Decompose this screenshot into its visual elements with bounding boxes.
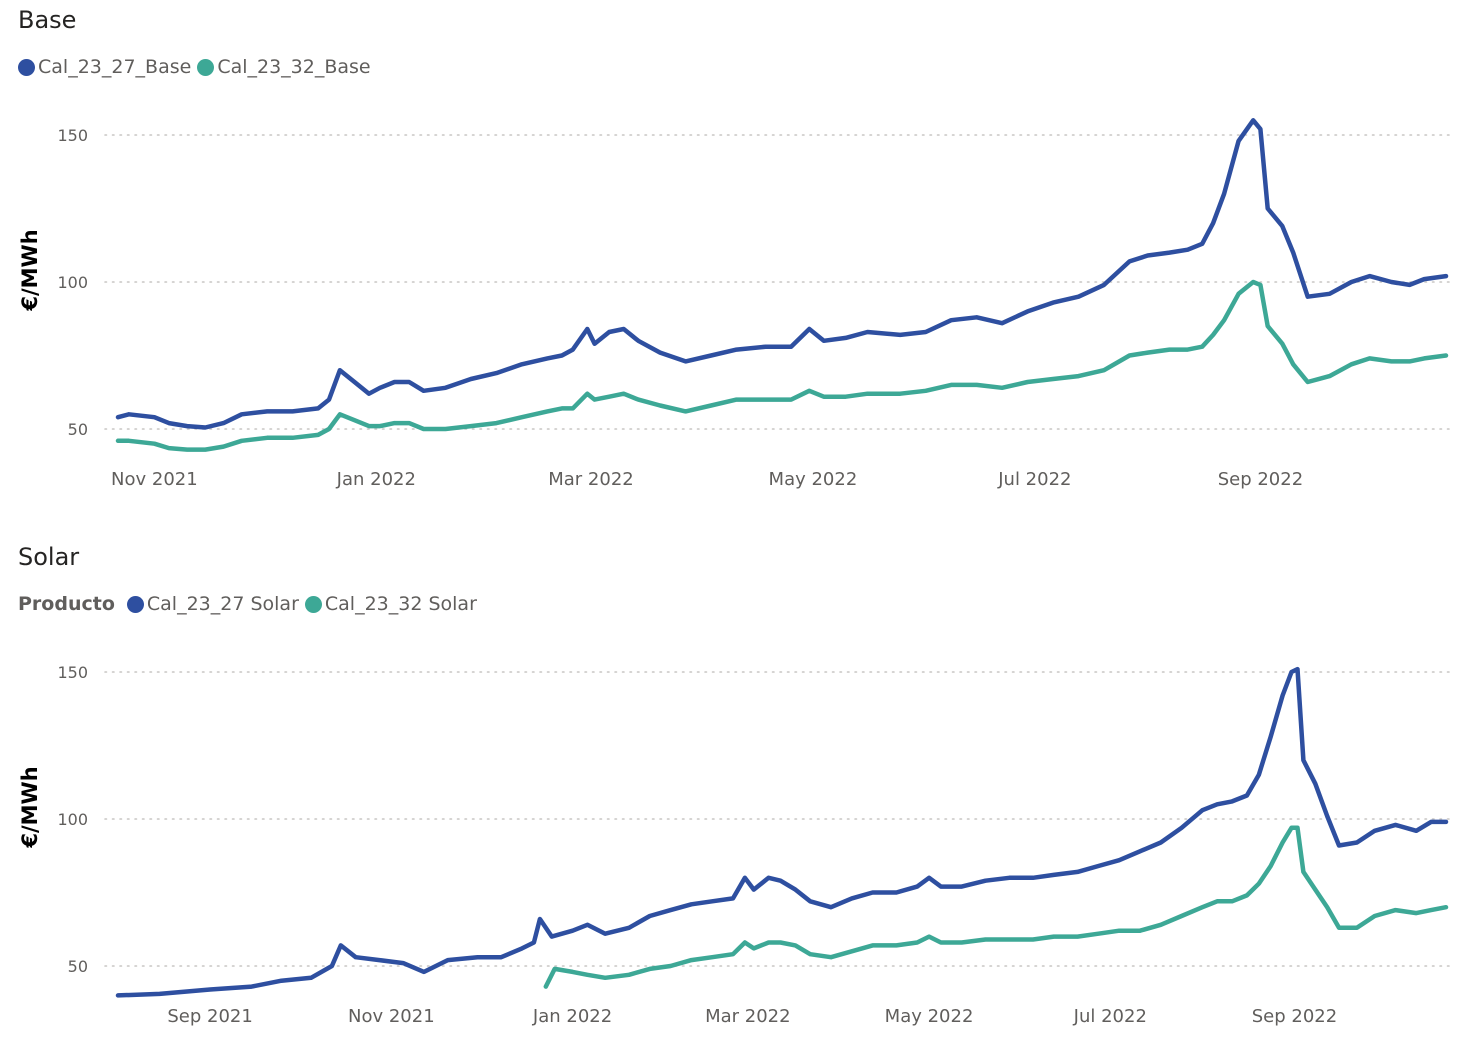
legend: Cal_23_27_Base Cal_23_32_Base bbox=[18, 56, 377, 78]
plot-area[interactable]: 50 100 150 Sep 2021 Nov 2021 Jan 2022 Mar 2022… bbox=[0, 537, 1481, 1049]
legend-item-series-1[interactable]: Cal_23_27_Base bbox=[18, 56, 191, 78]
legend-title: Producto bbox=[18, 593, 115, 615]
series-line-2[interactable] bbox=[115, 279, 1449, 452]
y-tick-label: 50 bbox=[68, 957, 88, 976]
x-tick-label: Sep 2021 bbox=[167, 1006, 252, 1027]
x-tick-label: Sep 2022 bbox=[1252, 1006, 1337, 1027]
y-tick-label: 150 bbox=[57, 126, 88, 145]
x-tick-label: May 2022 bbox=[769, 469, 858, 490]
series-line-1[interactable] bbox=[115, 666, 1449, 998]
legend-item-series-1[interactable]: Cal_23_27 Solar bbox=[126, 593, 299, 615]
legend-item-series-2[interactable]: Cal_23_32 Solar bbox=[304, 593, 477, 615]
x-tick-label: May 2022 bbox=[885, 1006, 974, 1027]
legend-marker-icon bbox=[126, 595, 144, 613]
legend-label: Cal_23_32_Base bbox=[217, 56, 371, 78]
x-tick-label: Mar 2022 bbox=[548, 469, 634, 490]
chart-solar: Solar Producto Cal_23_27 Solar Cal_23_32… bbox=[0, 537, 1481, 1049]
x-tick-label: Jul 2022 bbox=[1073, 1006, 1147, 1027]
y-tick-label: 50 bbox=[68, 420, 88, 439]
y-tick-label: 100 bbox=[57, 273, 88, 292]
series-line-1[interactable] bbox=[115, 118, 1449, 430]
chart-title: Base bbox=[18, 6, 77, 34]
legend-marker-icon bbox=[18, 58, 35, 76]
chart-base: Base Cal_23_27_Base Cal_23_32_Base €/MWh… bbox=[0, 0, 1481, 520]
plot-area[interactable]: 50 100 150 Nov 2021 Jan 2022 Mar 2022 May 2022… bbox=[0, 0, 1481, 520]
y-tick-label: 100 bbox=[57, 810, 88, 829]
legend-label: Cal_23_32 Solar bbox=[324, 593, 477, 615]
x-tick-label: Mar 2022 bbox=[705, 1006, 791, 1027]
legend: Producto Cal_23_27 Solar Cal_23_32 Solar bbox=[18, 593, 483, 615]
legend-label: Cal_23_27_Base bbox=[38, 56, 192, 78]
x-tick-label: Nov 2021 bbox=[348, 1006, 435, 1027]
x-tick-label: Jan 2022 bbox=[336, 469, 416, 490]
legend-marker-icon bbox=[197, 58, 215, 76]
y-tick-label: 150 bbox=[57, 663, 88, 682]
series-line-2[interactable] bbox=[543, 825, 1449, 989]
x-tick-label: Jan 2022 bbox=[532, 1006, 612, 1027]
chart-title: Solar bbox=[18, 543, 80, 571]
legend-marker-icon bbox=[304, 595, 322, 613]
x-tick-label: Sep 2022 bbox=[1218, 469, 1303, 490]
x-tick-label: Nov 2021 bbox=[111, 469, 198, 490]
legend-item-series-2[interactable]: Cal_23_32_Base bbox=[197, 56, 371, 78]
x-tick-label: Jul 2022 bbox=[997, 469, 1071, 490]
legend-label: Cal_23_27 Solar bbox=[146, 593, 299, 615]
